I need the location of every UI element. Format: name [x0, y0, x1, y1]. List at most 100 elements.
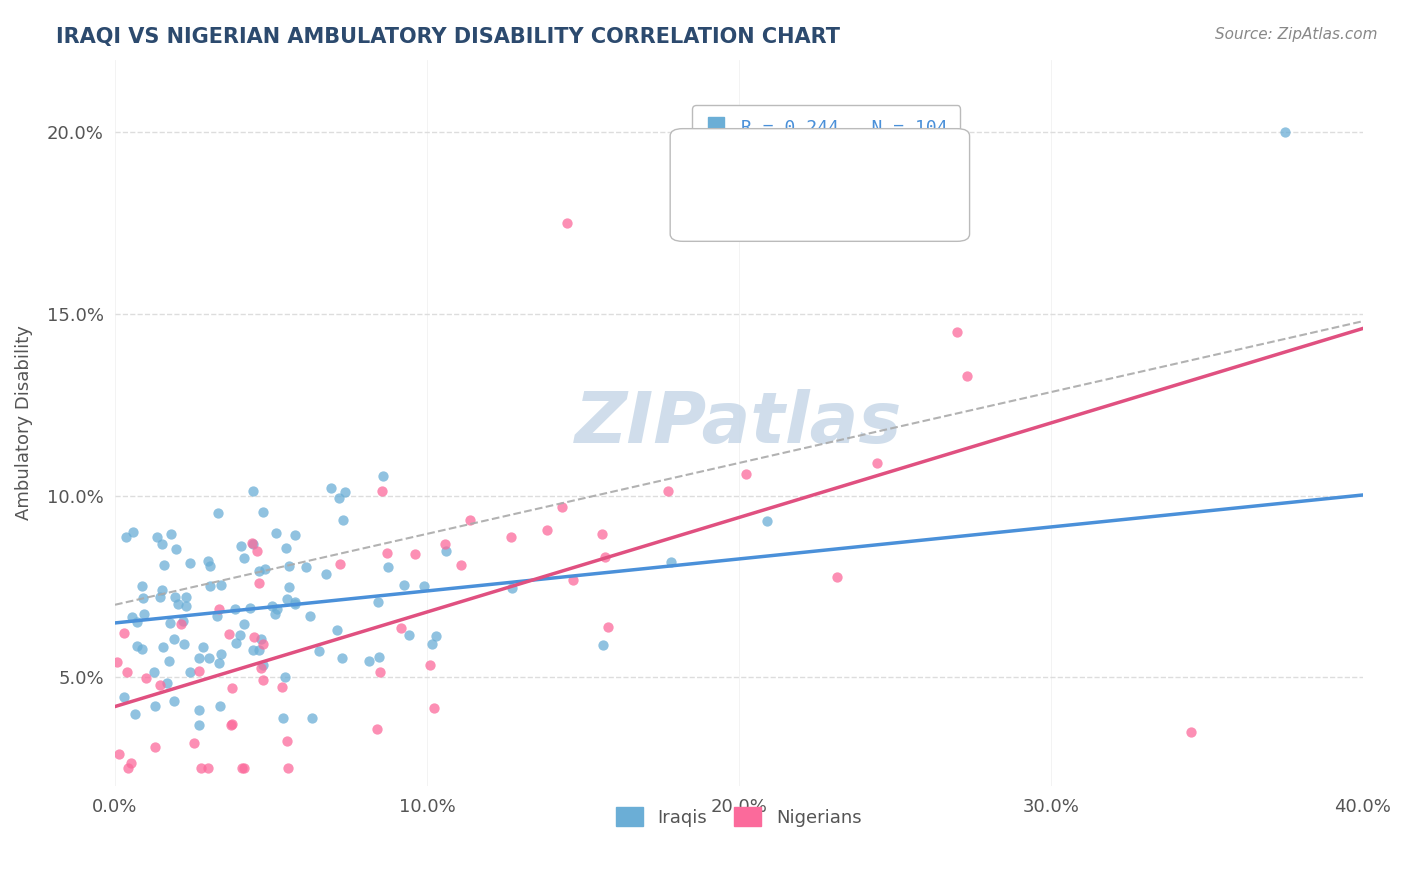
Point	[735, 467, 758, 481]
Point	[1274, 125, 1296, 139]
Point	[266, 602, 288, 616]
Point	[425, 629, 447, 643]
Point	[450, 558, 472, 572]
Point	[197, 554, 219, 568]
Point	[253, 562, 276, 576]
Point	[422, 701, 444, 715]
Point	[299, 609, 322, 624]
Point	[247, 564, 270, 578]
Point	[375, 546, 398, 560]
Point	[373, 469, 395, 483]
Point	[142, 665, 165, 679]
Point	[240, 536, 263, 550]
Point	[301, 711, 323, 725]
Point	[252, 505, 274, 519]
Point	[125, 640, 148, 654]
Point	[221, 717, 243, 731]
Point	[501, 582, 523, 596]
Point	[150, 536, 173, 550]
Point	[107, 747, 129, 762]
Text: IRAQI VS NIGERIAN AMBULATORY DISABILITY CORRELATION CHART: IRAQI VS NIGERIAN AMBULATORY DISABILITY …	[56, 27, 841, 46]
Point	[229, 539, 252, 553]
Point	[250, 661, 273, 675]
Point	[159, 616, 181, 631]
Point	[150, 582, 173, 597]
Point	[252, 673, 274, 687]
Point	[146, 530, 169, 544]
Point	[458, 513, 481, 527]
Point	[124, 706, 146, 721]
Point	[122, 525, 145, 540]
Point	[332, 513, 354, 527]
Point	[233, 617, 256, 632]
Point	[277, 761, 299, 775]
Point	[366, 722, 388, 736]
Point	[120, 756, 142, 771]
Point	[371, 483, 394, 498]
Point	[315, 566, 337, 581]
Point	[420, 637, 443, 651]
Point	[271, 680, 294, 694]
Point	[271, 711, 294, 725]
Point	[247, 642, 270, 657]
Point	[377, 559, 399, 574]
Point	[367, 595, 389, 609]
Point	[551, 500, 574, 514]
Point	[392, 578, 415, 592]
Point	[188, 703, 211, 717]
Point	[591, 526, 613, 541]
Point	[434, 537, 457, 551]
Point	[207, 506, 229, 520]
Point	[231, 761, 253, 775]
Point	[278, 558, 301, 573]
Point	[198, 558, 221, 573]
Y-axis label: Ambulatory Disability: Ambulatory Disability	[15, 326, 32, 520]
Point	[209, 578, 232, 592]
Point	[501, 530, 523, 544]
Point	[105, 656, 128, 670]
Point	[163, 693, 186, 707]
Point	[229, 627, 252, 641]
Point	[335, 485, 357, 500]
Point	[264, 525, 287, 540]
Point	[115, 665, 138, 679]
Point	[596, 620, 619, 634]
Point	[112, 626, 135, 640]
Point	[172, 614, 194, 628]
Point	[252, 658, 274, 673]
Point	[955, 368, 977, 383]
Point	[221, 681, 243, 695]
Point	[190, 761, 212, 775]
Point	[368, 650, 391, 665]
Point	[659, 555, 682, 569]
Point	[250, 632, 273, 647]
Point	[198, 651, 221, 665]
Point	[593, 550, 616, 565]
Point	[208, 657, 231, 671]
Point	[219, 718, 242, 732]
Point	[555, 216, 578, 230]
Point	[121, 610, 143, 624]
Point	[242, 642, 264, 657]
Point	[149, 678, 172, 692]
Point	[592, 638, 614, 652]
Point	[243, 631, 266, 645]
Point	[191, 640, 214, 654]
Text: Source: ZipAtlas.com: Source: ZipAtlas.com	[1215, 27, 1378, 42]
Point	[176, 590, 198, 604]
Point	[276, 734, 298, 748]
Point	[183, 736, 205, 750]
Point	[413, 579, 436, 593]
Point	[174, 599, 197, 613]
Point	[274, 670, 297, 684]
Point	[232, 550, 254, 565]
Point	[159, 526, 181, 541]
Point	[252, 637, 274, 651]
Point	[232, 761, 254, 775]
Point	[179, 665, 201, 679]
Point	[197, 761, 219, 775]
FancyBboxPatch shape	[671, 128, 970, 242]
Point	[149, 591, 172, 605]
Point	[205, 608, 228, 623]
Point	[187, 718, 209, 732]
